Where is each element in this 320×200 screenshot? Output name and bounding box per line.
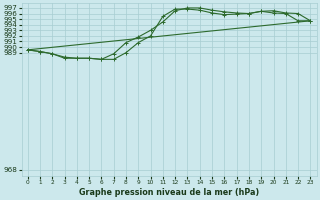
X-axis label: Graphe pression niveau de la mer (hPa): Graphe pression niveau de la mer (hPa) — [79, 188, 259, 197]
